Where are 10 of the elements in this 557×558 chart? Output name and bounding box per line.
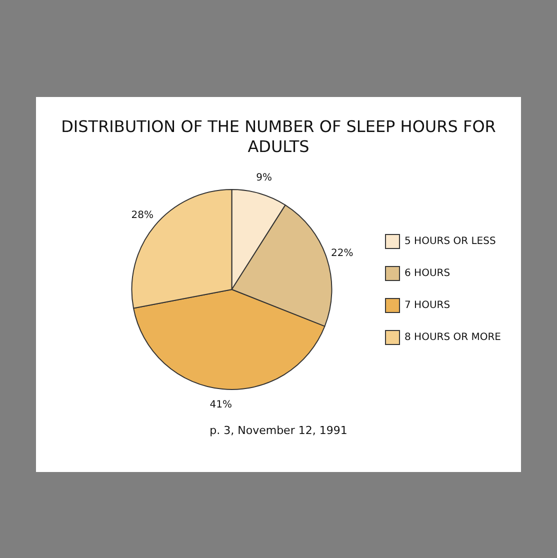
chart-title: DISTRIBUTION OF THE NUMBER OF SLEEP HOURS FOR ADULTS xyxy=(60,117,497,157)
data-label: 41% xyxy=(210,400,232,411)
legend-label: 7 HOURS xyxy=(404,300,450,312)
text: p. 3, November 12, 1991 xyxy=(208,424,348,437)
legend-label: 5 HOURS OR LESS xyxy=(404,236,496,248)
legend-label: 6 HOURS xyxy=(404,268,450,280)
data-label: 22% xyxy=(330,248,354,260)
data-label: 28% xyxy=(131,210,154,222)
data-label: 9% xyxy=(256,172,272,184)
legend-label: 8 HOURS OR MORE xyxy=(404,332,502,344)
